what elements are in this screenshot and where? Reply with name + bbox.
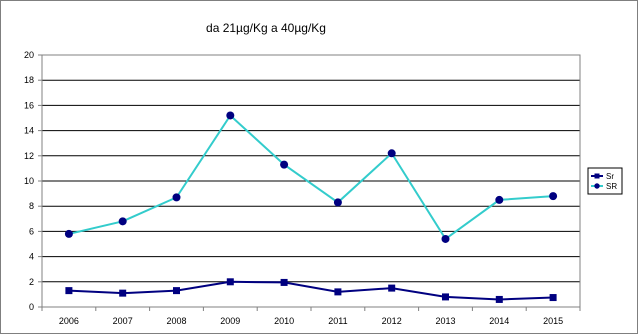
data-point (280, 160, 289, 169)
data-point (173, 287, 180, 295)
data-point (333, 198, 342, 207)
y-tick-label: 12 (24, 151, 34, 161)
data-point (226, 111, 235, 120)
data-point (495, 195, 504, 204)
y-tick-label: 8 (29, 201, 34, 211)
y-tick-label: 16 (24, 100, 34, 110)
legend-label: Sr (606, 172, 614, 181)
data-point (388, 284, 396, 292)
series-layer (64, 111, 558, 303)
legend-box (587, 167, 623, 195)
x-tick-label: 2011 (328, 316, 347, 326)
y-tick-label: 18 (24, 75, 34, 85)
legend-marker (594, 183, 600, 189)
data-point (387, 149, 396, 158)
series-sr (65, 278, 557, 303)
series-line (68, 113, 554, 241)
x-tick-label: 2010 (274, 316, 294, 326)
grid-layer (42, 79, 580, 283)
data-point (172, 193, 181, 202)
data-point (549, 294, 557, 302)
data-point (226, 278, 234, 286)
y-tick-label: 20 (24, 50, 34, 60)
data-point (334, 288, 342, 296)
x-tick-label: 2013 (435, 316, 455, 326)
y-tick-label: 4 (29, 252, 34, 262)
y-tick-label: 0 (29, 302, 34, 312)
x-tick-label: 2012 (382, 316, 402, 326)
y-tick-label: 14 (24, 126, 34, 136)
series-line (68, 280, 554, 301)
x-axis-ticks: 2006 2007 2008 2009 2010 2011 2012 2013 2014 2015 (41, 307, 581, 326)
x-tick-label: 2008 (166, 316, 186, 326)
legend-marker (594, 173, 600, 179)
data-point (65, 287, 73, 295)
data-point (495, 295, 503, 303)
x-tick-label: 2014 (489, 316, 509, 326)
data-point (64, 229, 73, 238)
series-sr (64, 111, 558, 243)
data-point (442, 293, 449, 301)
data-point (549, 192, 558, 201)
legend-label: SR (606, 182, 617, 191)
data-point (280, 278, 288, 286)
x-tick-label: 2015 (543, 316, 563, 326)
x-tick-label: 2009 (220, 316, 240, 326)
data-point (441, 234, 450, 243)
data-point (119, 289, 127, 297)
data-point (118, 217, 127, 226)
y-tick-label: 10 (24, 176, 34, 186)
y-tick-label: 2 (29, 277, 34, 287)
chart-title: da 21µg/Kg a 40µg/Kg (206, 21, 326, 35)
x-tick-label: 2007 (113, 316, 133, 326)
x-tick-label: 2006 (59, 316, 79, 326)
y-tick-label: 6 (29, 226, 34, 236)
y-axis-ticks: 0 2 4 6 8 10 12 14 16 18 20 (24, 50, 42, 312)
